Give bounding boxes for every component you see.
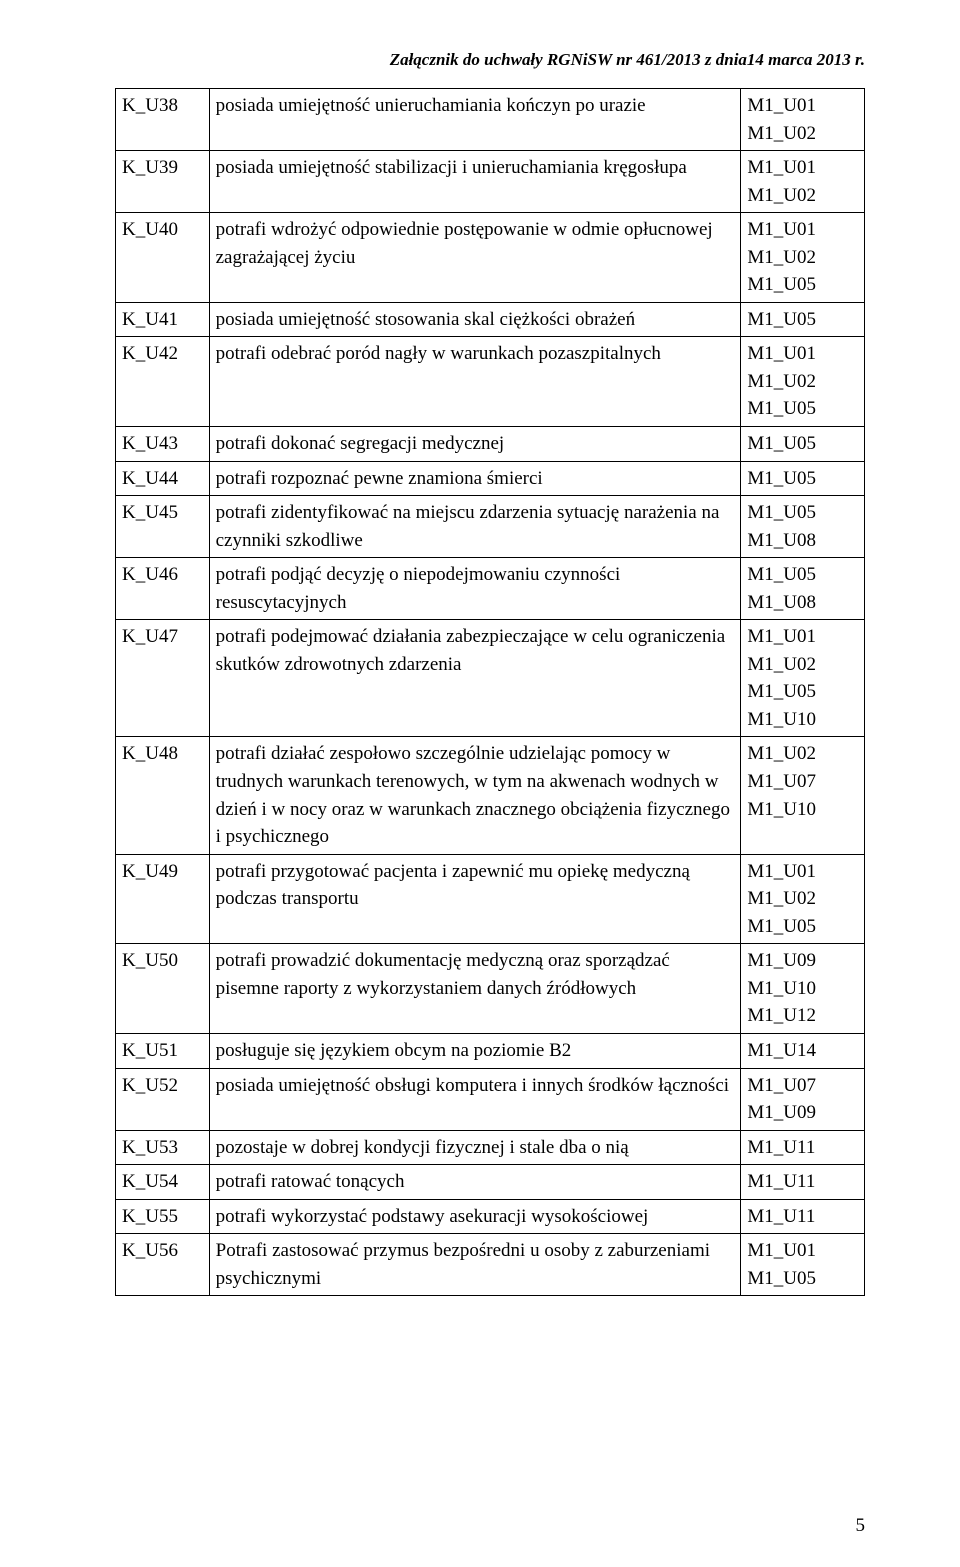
- reference-cell: M1_U05: [741, 302, 865, 337]
- description-cell: potrafi dokonać segregacji medycznej: [209, 427, 741, 462]
- reference-cell: M1_U01 M1_U02: [741, 151, 865, 213]
- code-cell: K_U56: [116, 1234, 210, 1296]
- description-cell: posiada umiejętność unieruchamiania końc…: [209, 89, 741, 151]
- description-cell: Potrafi zastosować przymus bezpośredni u…: [209, 1234, 741, 1296]
- description-cell: potrafi przygotować pacjenta i zapewnić …: [209, 854, 741, 944]
- code-cell: K_U44: [116, 461, 210, 496]
- table-row: K_U50potrafi prowadzić dokumentację medy…: [116, 944, 865, 1034]
- code-cell: K_U43: [116, 427, 210, 462]
- table-row: K_U51posługuje się językiem obcym na poz…: [116, 1033, 865, 1068]
- code-cell: K_U50: [116, 944, 210, 1034]
- reference-cell: M1_U11: [741, 1130, 865, 1165]
- table-row: K_U42potrafi odebrać poród nagły w warun…: [116, 337, 865, 427]
- description-cell: potrafi wdrożyć odpowiednie postępowanie…: [209, 213, 741, 303]
- table-row: K_U53pozostaje w dobrej kondycji fizyczn…: [116, 1130, 865, 1165]
- code-cell: K_U40: [116, 213, 210, 303]
- reference-cell: M1_U09 M1_U10 M1_U12: [741, 944, 865, 1034]
- table-row: K_U38posiada umiejętność unieruchamiania…: [116, 89, 865, 151]
- reference-cell: M1_U01 M1_U02 M1_U05: [741, 337, 865, 427]
- table-row: K_U47potrafi podejmować działania zabezp…: [116, 620, 865, 737]
- table-row: K_U46potrafi podjąć decyzję o niepodejmo…: [116, 558, 865, 620]
- code-cell: K_U52: [116, 1068, 210, 1130]
- reference-cell: M1_U01 M1_U02 M1_U05: [741, 854, 865, 944]
- code-cell: K_U46: [116, 558, 210, 620]
- document-page: Załącznik do uchwały RGNiSW nr 461/2013 …: [0, 0, 960, 1567]
- table-row: K_U55potrafi wykorzystać podstawy asekur…: [116, 1199, 865, 1234]
- code-cell: K_U49: [116, 854, 210, 944]
- table-row: K_U40potrafi wdrożyć odpowiednie postępo…: [116, 213, 865, 303]
- description-cell: potrafi podjąć decyzję o niepodejmowaniu…: [209, 558, 741, 620]
- reference-cell: M1_U01 M1_U02 M1_U05 M1_U10: [741, 620, 865, 737]
- code-cell: K_U54: [116, 1165, 210, 1200]
- reference-cell: M1_U01 M1_U02 M1_U05: [741, 213, 865, 303]
- description-cell: potrafi podejmować działania zabezpiecza…: [209, 620, 741, 737]
- reference-cell: M1_U01 M1_U05: [741, 1234, 865, 1296]
- table-row: K_U45potrafi zidentyfikować na miejscu z…: [116, 496, 865, 558]
- reference-cell: M1_U05 M1_U08: [741, 558, 865, 620]
- page-header: Załącznik do uchwały RGNiSW nr 461/2013 …: [115, 50, 865, 70]
- code-cell: K_U39: [116, 151, 210, 213]
- table-row: K_U43potrafi dokonać segregacji medyczne…: [116, 427, 865, 462]
- code-cell: K_U42: [116, 337, 210, 427]
- table-row: K_U44potrafi rozpoznać pewne znamiona śm…: [116, 461, 865, 496]
- description-cell: posługuje się językiem obcym na poziomie…: [209, 1033, 741, 1068]
- code-cell: K_U55: [116, 1199, 210, 1234]
- description-cell: pozostaje w dobrej kondycji fizycznej i …: [209, 1130, 741, 1165]
- description-cell: posiada umiejętność stabilizacji i unier…: [209, 151, 741, 213]
- outcomes-table: K_U38posiada umiejętność unieruchamiania…: [115, 88, 865, 1296]
- reference-cell: M1_U05: [741, 461, 865, 496]
- table-row: K_U49potrafi przygotować pacjenta i zape…: [116, 854, 865, 944]
- reference-cell: M1_U11: [741, 1199, 865, 1234]
- description-cell: potrafi prowadzić dokumentację medyczną …: [209, 944, 741, 1034]
- table-row: K_U41posiada umiejętność stosowania skal…: [116, 302, 865, 337]
- description-cell: potrafi rozpoznać pewne znamiona śmierci: [209, 461, 741, 496]
- reference-cell: M1_U14: [741, 1033, 865, 1068]
- page-number: 5: [856, 1515, 866, 1537]
- table-row: K_U52posiada umiejętność obsługi kompute…: [116, 1068, 865, 1130]
- code-cell: K_U47: [116, 620, 210, 737]
- table-row: K_U56Potrafi zastosować przymus bezpośre…: [116, 1234, 865, 1296]
- description-cell: potrafi działać zespołowo szczególnie ud…: [209, 737, 741, 854]
- code-cell: K_U45: [116, 496, 210, 558]
- code-cell: K_U53: [116, 1130, 210, 1165]
- table-row: K_U39posiada umiejętność stabilizacji i …: [116, 151, 865, 213]
- reference-cell: M1_U01 M1_U02: [741, 89, 865, 151]
- description-cell: posiada umiejętność obsługi komputera i …: [209, 1068, 741, 1130]
- description-cell: posiada umiejętność stosowania skal cięż…: [209, 302, 741, 337]
- description-cell: potrafi odebrać poród nagły w warunkach …: [209, 337, 741, 427]
- reference-cell: M1_U05: [741, 427, 865, 462]
- table-row: K_U48potrafi działać zespołowo szczególn…: [116, 737, 865, 854]
- description-cell: potrafi wykorzystać podstawy asekuracji …: [209, 1199, 741, 1234]
- table-row: K_U54potrafi ratować tonącychM1_U11: [116, 1165, 865, 1200]
- code-cell: K_U38: [116, 89, 210, 151]
- code-cell: K_U41: [116, 302, 210, 337]
- reference-cell: M1_U07 M1_U09: [741, 1068, 865, 1130]
- reference-cell: M1_U11: [741, 1165, 865, 1200]
- code-cell: K_U48: [116, 737, 210, 854]
- code-cell: K_U51: [116, 1033, 210, 1068]
- description-cell: potrafi zidentyfikować na miejscu zdarze…: [209, 496, 741, 558]
- description-cell: potrafi ratować tonących: [209, 1165, 741, 1200]
- reference-cell: M1_U02 M1_U07 M1_U10: [741, 737, 865, 854]
- reference-cell: M1_U05 M1_U08: [741, 496, 865, 558]
